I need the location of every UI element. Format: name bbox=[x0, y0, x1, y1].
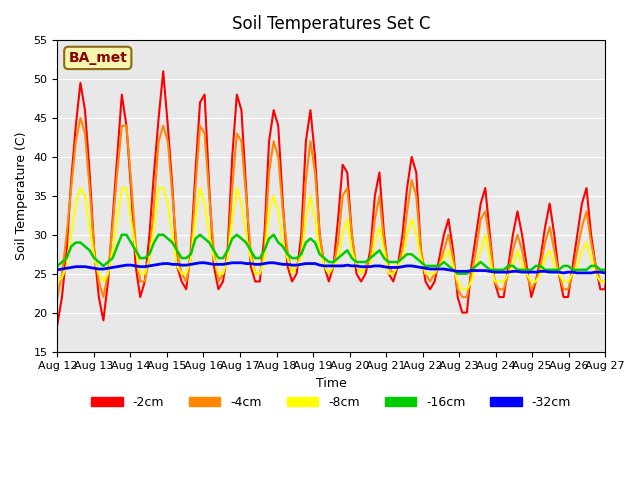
-4cm bbox=[559, 287, 567, 292]
-32cm bbox=[638, 270, 640, 276]
Legend: -2cm, -4cm, -8cm, -16cm, -32cm: -2cm, -4cm, -8cm, -16cm, -32cm bbox=[86, 391, 576, 414]
-16cm bbox=[275, 240, 282, 245]
-8cm bbox=[77, 185, 84, 191]
-8cm bbox=[564, 278, 572, 284]
-2cm bbox=[559, 294, 567, 300]
Text: BA_met: BA_met bbox=[68, 51, 127, 65]
-8cm bbox=[458, 287, 466, 292]
Line: -32cm: -32cm bbox=[58, 263, 640, 273]
-4cm bbox=[77, 115, 84, 121]
-2cm bbox=[275, 123, 282, 129]
-16cm bbox=[54, 263, 61, 269]
Y-axis label: Soil Temperature (C): Soil Temperature (C) bbox=[15, 132, 28, 260]
Line: -4cm: -4cm bbox=[58, 118, 640, 297]
-4cm bbox=[201, 131, 209, 136]
-16cm bbox=[118, 232, 125, 238]
-2cm bbox=[362, 271, 369, 276]
-8cm bbox=[201, 201, 209, 206]
Title: Soil Temperatures Set C: Soil Temperatures Set C bbox=[232, 15, 431, 33]
-16cm bbox=[564, 263, 572, 269]
-32cm bbox=[559, 270, 567, 276]
-2cm bbox=[54, 322, 61, 327]
-4cm bbox=[275, 154, 282, 160]
-8cm bbox=[298, 255, 305, 261]
-8cm bbox=[362, 263, 369, 269]
-8cm bbox=[638, 278, 640, 284]
-2cm bbox=[201, 92, 209, 97]
-16cm bbox=[298, 252, 305, 257]
-8cm bbox=[275, 208, 282, 214]
X-axis label: Time: Time bbox=[316, 377, 347, 390]
-32cm bbox=[298, 262, 305, 267]
-32cm bbox=[362, 264, 369, 270]
-4cm bbox=[362, 263, 369, 269]
-8cm bbox=[620, 263, 627, 269]
-8cm bbox=[54, 278, 61, 284]
-2cm bbox=[298, 232, 305, 238]
-16cm bbox=[454, 271, 461, 276]
-16cm bbox=[620, 263, 627, 269]
-2cm bbox=[638, 294, 640, 300]
-2cm bbox=[159, 68, 167, 74]
-4cm bbox=[615, 224, 623, 230]
-4cm bbox=[638, 287, 640, 292]
-32cm bbox=[564, 269, 572, 275]
Line: -16cm: -16cm bbox=[58, 235, 640, 274]
-16cm bbox=[362, 259, 369, 265]
-2cm bbox=[615, 201, 623, 206]
-32cm bbox=[620, 269, 627, 275]
-32cm bbox=[275, 261, 282, 266]
-16cm bbox=[638, 267, 640, 273]
-32cm bbox=[201, 260, 209, 265]
-4cm bbox=[54, 294, 61, 300]
Line: -8cm: -8cm bbox=[58, 188, 640, 289]
-32cm bbox=[196, 260, 204, 265]
-32cm bbox=[54, 267, 61, 273]
Line: -2cm: -2cm bbox=[58, 71, 640, 324]
-16cm bbox=[201, 236, 209, 241]
-4cm bbox=[298, 248, 305, 253]
